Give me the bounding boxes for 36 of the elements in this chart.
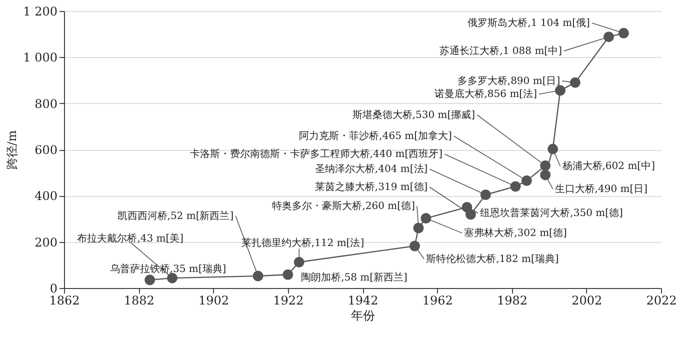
- y-tick-label: 400: [34, 189, 58, 204]
- x-tick-label: 1982: [496, 294, 528, 308]
- annotation: 阿力克斯・菲沙桥,465 m[加拿大]: [299, 130, 452, 142]
- y-tick-label: 800: [34, 96, 58, 111]
- annotation: 特奥多尔・豪斯大桥,260 m[德]: [272, 200, 416, 212]
- annotation: 纽恩坎普莱茵河大桥,350 m[德]: [480, 206, 623, 219]
- x-tick-label: 1942: [348, 294, 378, 308]
- x-tick-label: 1922: [273, 294, 304, 308]
- annotation: 莱茵之膝大桥,319 m[德]: [314, 181, 428, 194]
- x-tick-label: 1962: [422, 294, 453, 308]
- annotation: 苏通长江大桥,1 088 m[中]: [440, 44, 562, 57]
- x-tick-label: 2002: [572, 294, 602, 308]
- annotation: 布拉夫戴尔桥,43 m[美]: [77, 232, 184, 244]
- annotation: 俄罗斯岛大桥,1 104 m[俄]: [468, 17, 590, 30]
- y-tick-label: 600: [34, 143, 58, 157]
- y-tick-label: 0: [50, 282, 58, 296]
- y-tick-label: 1 200: [23, 4, 58, 18]
- y-axis-title: 跨径/m: [5, 130, 20, 170]
- x-tick-label: 1902: [198, 294, 230, 308]
- x-tick-label: 1882: [124, 294, 154, 308]
- x-axis-title: 年份: [351, 308, 375, 322]
- annotation: 凯西西河桥,52 m[新西兰]: [117, 210, 234, 222]
- annotation: 圣纳泽尔大桥,404 m[法]: [314, 163, 428, 176]
- annotation: 多多罗大桥,890 m[日]: [457, 74, 560, 87]
- y-tick-label: 1 000: [23, 50, 58, 65]
- y-tick-label: 200: [34, 235, 58, 250]
- annotation: 斯特伦松德大桥,182 m[瑞典]: [426, 252, 559, 265]
- annotation: 陶朗加桥,58 m[新西兰]: [301, 271, 408, 284]
- annotation: 卡洛斯・费尔南德斯・卡萨多工程师大桥,440 m[西班牙]: [190, 148, 443, 160]
- x-tick-label: 2022: [646, 294, 677, 308]
- annotation: 生口大桥,490 m[日]: [554, 182, 648, 195]
- x-tick-label: 1862: [49, 294, 80, 308]
- annotation: 塞弗林大桥,302 m[德]: [464, 227, 567, 240]
- annotation: 诺曼底大桥,856 m[法]: [434, 88, 538, 100]
- annotation: 杨浦大桥,602 m[中]: [561, 160, 656, 172]
- annotation: 斯堪桑德大桥,530 m[挪威]: [352, 108, 476, 121]
